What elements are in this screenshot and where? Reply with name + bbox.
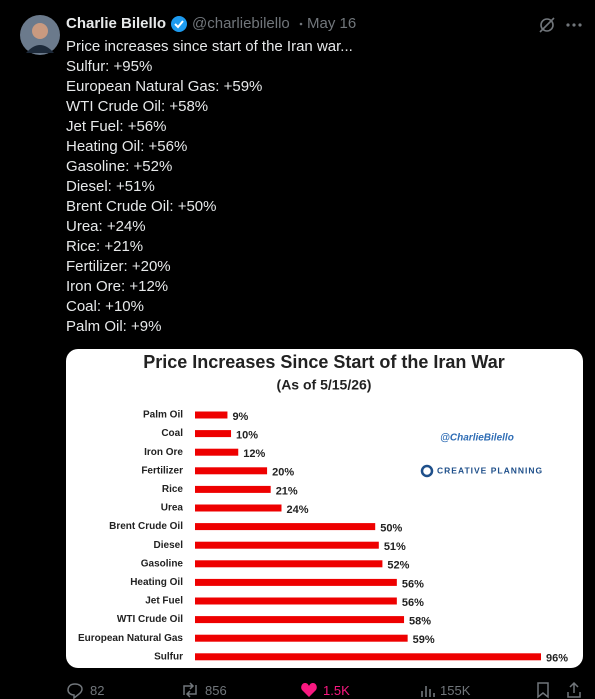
category-label: Iron Ore [144,447,183,458]
chart-image[interactable]: Price Increases Since Start of the Iran … [66,349,583,668]
value-label: 56% [402,597,424,609]
category-label: European Natural Gas [78,633,183,644]
tweet-line: Coal: +10% [66,298,144,315]
bar [195,560,383,568]
bar [195,504,282,512]
category-label: Sulfur [154,651,183,662]
tweet-line: Heating Oil: +56% [66,138,188,155]
value-label: 20% [272,467,294,479]
value-label: 50% [380,523,402,535]
value-label: 58% [409,616,431,628]
tweet-line: Iron Ore: +12% [66,278,169,295]
tweet-line: Brent Crude Oil: +50% [66,198,217,215]
bar [195,523,376,531]
tweet-line: Palm Oil: +9% [66,318,162,335]
like-count[interactable]: 1.5K [323,683,350,698]
tweet-line: Price increases since start of the Iran … [66,38,353,55]
bar [195,430,232,438]
verified-badge [171,16,187,32]
chart: Price Increases Since Start of the Iran … [78,352,568,665]
share-icon[interactable] [566,681,582,699]
tweet-line: European Natural Gas: +59% [66,78,263,95]
tweet-date[interactable]: May 16 [307,15,357,32]
author-handle[interactable]: @charliebilello [192,15,290,32]
category-label: WTI Crude Oil [117,614,183,625]
value-label: 56% [402,578,424,590]
tweet-line: Gasoline: +52% [66,158,173,175]
like-icon[interactable] [300,682,318,698]
category-label: Coal [161,428,183,439]
bar [195,653,541,661]
value-label: 51% [384,541,406,553]
tweet-line: Fertilizer: +20% [66,258,171,275]
tweet-line: Jet Fuel: +56% [66,118,167,135]
bar [195,411,228,419]
avatar[interactable] [20,15,60,55]
category-label: Gasoline [141,558,184,569]
bar [195,578,397,586]
separator-dot [299,22,303,26]
value-label: 24% [287,504,309,516]
views-icon[interactable] [420,682,436,698]
avatar-face [32,23,48,39]
bar [195,634,408,642]
tweet-line: WTI Crude Oil: +58% [66,98,209,115]
value-label: 96% [546,653,568,665]
category-label: Palm Oil [143,410,183,421]
category-label: Fertilizer [141,465,183,476]
tweet-line: Sulfur: +95% [66,58,153,75]
bar [195,616,405,624]
category-label: Urea [161,503,184,514]
category-label: Heating Oil [130,577,183,588]
value-label: 9% [232,411,248,423]
reply-icon[interactable] [66,681,84,699]
author-name[interactable]: Charlie Bilello [66,15,167,32]
logo-mark [420,464,434,478]
category-label: Diesel [154,540,184,551]
grok-icon[interactable] [537,15,557,35]
tweet-line: Rice: +21% [66,238,144,255]
category-label: Rice [162,484,184,495]
avatar-body [26,45,54,53]
bar [195,448,239,456]
tweet-text: Price increases since start of the Iran … [66,37,353,337]
bar [195,485,271,493]
value-label: 10% [236,430,258,442]
reply-count[interactable]: 82 [90,683,105,698]
tweet-line: Diesel: +51% [66,178,155,195]
value-label: 12% [243,448,265,460]
bar [195,541,379,549]
views-count[interactable]: 155K [440,683,471,698]
more-icon[interactable] [564,15,584,35]
tweet-line: Urea: +24% [66,218,146,235]
value-label: 59% [413,634,435,646]
chart-title: Price Increases Since Start of the Iran … [143,352,504,372]
repost-icon[interactable] [180,681,200,699]
value-label: 21% [276,485,298,497]
repost-count[interactable]: 856 [205,683,227,698]
bookmark-icon[interactable] [535,681,551,699]
bar [195,467,268,475]
chart-subtitle: (As of 5/15/26) [277,377,372,393]
category-label: Jet Fuel [145,596,183,607]
bar [195,597,397,605]
category-label: Brent Crude Oil [109,521,183,532]
annotation-handle: @CharlieBilello [440,433,514,444]
annotation-logo: CREATIVE PLANNING [437,465,543,475]
value-label: 52% [387,560,409,572]
